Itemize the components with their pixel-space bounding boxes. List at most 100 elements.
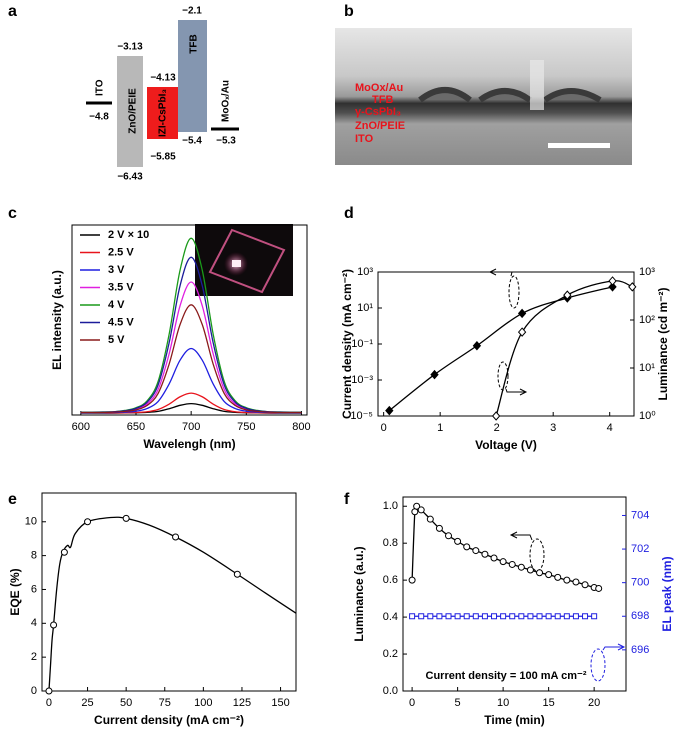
x-tick-label: 750: [237, 421, 255, 433]
layer-name: TFB: [189, 34, 200, 53]
annotation-arrow: [602, 643, 626, 651]
layer-label: γ-CsPbI₃: [355, 106, 401, 118]
legend-label: 2 V × 10: [108, 229, 149, 241]
x-axis-label: Voltage (V): [475, 438, 537, 452]
data-point: [385, 405, 394, 416]
data-point: [491, 613, 498, 620]
data-point: [500, 613, 507, 620]
data-point: [413, 502, 421, 510]
panel-label: a: [8, 3, 17, 20]
data-point: [445, 613, 452, 620]
plot-frame: [377, 271, 635, 417]
y2-tick-label: 10³: [639, 266, 655, 278]
data-point: [454, 537, 462, 545]
x-tick-label: 3: [550, 422, 556, 434]
x-tick-label: 125: [233, 697, 251, 709]
data-point: [233, 570, 241, 578]
plot-frame: [41, 492, 297, 692]
y-tick-label: 0.2: [383, 648, 398, 660]
data-point: [463, 613, 470, 620]
data-point: [581, 581, 589, 589]
data-point: [60, 548, 68, 556]
x-axis-label: Wavelengh (nm): [143, 437, 235, 451]
y-tick-label: 8: [31, 550, 37, 562]
data-point: [472, 613, 479, 620]
y-axis-label: Luminance (a.u.): [352, 546, 366, 641]
y-tick-label: 2: [31, 651, 37, 663]
legend-label: 2.5 V: [108, 246, 134, 258]
x-tick-label: 800: [292, 421, 310, 433]
data-point: [526, 566, 534, 574]
x-tick-label: 700: [182, 421, 200, 433]
x-tick-label: 0: [409, 697, 415, 709]
data-point: [595, 584, 603, 592]
data-point: [509, 613, 516, 620]
data-point: [490, 554, 498, 562]
y-tick-label: 10³: [357, 266, 373, 278]
plot-frame: [71, 224, 308, 416]
x-tick-label: 2: [494, 422, 500, 434]
y-tick-label: 4: [31, 617, 37, 629]
y2-tick-label: 10¹: [639, 362, 655, 374]
data-point: [427, 613, 434, 620]
y-tick-label: 10⁻⁵: [350, 410, 373, 422]
data-point: [408, 576, 416, 584]
data-point: [426, 515, 434, 523]
legend-label: 3.5 V: [108, 281, 134, 293]
data-point: [572, 578, 580, 586]
x-tick-label: 650: [127, 421, 145, 433]
data-line: [80, 304, 302, 414]
y2-axis-label: Luminance (cd m⁻²): [656, 287, 670, 400]
x-tick-label: 0: [46, 697, 52, 709]
layer-name: IZI-CsPbI₃: [158, 89, 169, 137]
data-point: [454, 613, 461, 620]
annotation-arrow: [505, 388, 528, 396]
y-tick-label: 1.0: [383, 500, 398, 512]
y-tick-label: 10⁻³: [351, 374, 373, 386]
y-tick-label: 0.4: [383, 611, 398, 623]
y-tick-label: 0: [31, 685, 37, 697]
y-tick-label: 10⁻¹: [351, 338, 373, 350]
annotation: [509, 531, 626, 682]
y2-tick-label: 704: [631, 509, 649, 521]
sem-texture: [418, 87, 602, 103]
data-point: [545, 571, 553, 579]
data-point: [572, 613, 579, 620]
y-axis-label: EQE (%): [8, 568, 22, 615]
data-point: [545, 613, 552, 620]
y2-tick-label: 10²: [639, 314, 655, 326]
energy-diagram: ITO −4.8 ZnO/PEIE −3.13 −6.43 IZI-CsPbI₃…: [86, 6, 239, 183]
data-point: [417, 506, 425, 514]
data-point: [554, 573, 562, 581]
layer-name: MoOₓ/Au: [221, 80, 232, 122]
y-tick-label: 0.8: [383, 537, 398, 549]
layer-box: [117, 56, 143, 167]
x-tick-label: 600: [72, 421, 90, 433]
data-point: [430, 369, 439, 380]
data-point: [591, 613, 598, 620]
layer-label: ZnO/PEIE: [355, 120, 405, 132]
y-axis-label: EL intensity (a.u.): [50, 270, 64, 370]
data-point: [481, 613, 488, 620]
layer-name: ITO: [95, 79, 106, 96]
data-point: [508, 560, 516, 568]
data-point: [84, 518, 92, 526]
x-tick-label: 100: [194, 697, 212, 709]
x-tick-label: 5: [455, 697, 461, 709]
layer-label: MoOx/Au: [355, 82, 403, 94]
photo-device: [208, 228, 286, 294]
annotation-arrow: [509, 531, 533, 541]
x-tick-label: 75: [159, 697, 171, 709]
data-point: [472, 340, 482, 351]
layer-box: [147, 87, 178, 139]
data-point: [608, 282, 617, 292]
y2-tick-label: 698: [631, 610, 649, 622]
data-point: [472, 547, 480, 555]
level-value: −5.85: [150, 152, 176, 163]
panel-label: f: [344, 491, 350, 508]
data-point: [563, 613, 570, 620]
scale-bar: [548, 143, 610, 148]
legend-label: 4.5 V: [108, 316, 134, 328]
data-line: [411, 503, 599, 590]
layer-label: TFB: [372, 94, 393, 106]
